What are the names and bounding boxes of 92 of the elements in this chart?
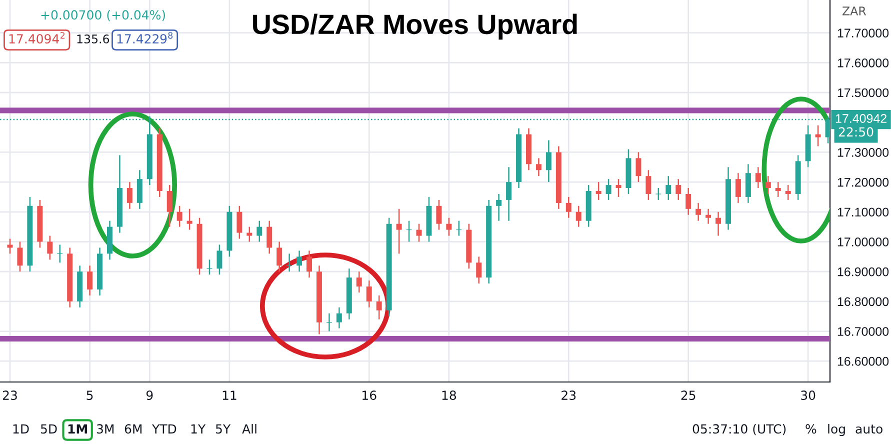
chart-title: USD/ZAR Moves Upward — [253, 14, 577, 40]
text: % — [806, 424, 816, 434]
x-tick-label: 16 — [362, 390, 376, 400]
candlestick — [7, 238, 13, 254]
text: 1Y — [191, 424, 206, 434]
candlestick — [376, 294, 382, 320]
candlestick — [676, 178, 682, 201]
candlestick — [765, 175, 771, 195]
candlestick — [735, 172, 741, 204]
candlestick — [216, 244, 222, 276]
y-tick-label: 17.70000 — [838, 28, 889, 38]
candlestick — [616, 178, 622, 198]
candlestick — [236, 205, 242, 240]
ref-line-label: 17.40942 — [836, 114, 886, 123]
y-tick-label: 16.90000 — [838, 267, 889, 276]
candlestick — [606, 178, 612, 201]
x-tick-label: 18 — [442, 390, 456, 400]
y-tick-label: 17.00000 — [838, 238, 889, 246]
candlestick — [666, 175, 672, 201]
candlestick — [416, 223, 422, 242]
y-tick-label: 17.50000 — [838, 88, 889, 98]
candlestick — [296, 250, 302, 272]
candlestick — [496, 193, 502, 222]
candlestick — [256, 220, 262, 242]
candlestick — [47, 235, 53, 260]
annotation: 17.4229$^{8}$ — [117, 32, 173, 44]
candlestick — [745, 164, 751, 204]
candlestick — [706, 208, 712, 224]
text: YTD — [152, 424, 176, 434]
candlestick — [87, 264, 93, 296]
candlestick — [336, 306, 342, 329]
text: 1M — [68, 424, 87, 434]
candlestick — [246, 226, 252, 242]
candlestick — [266, 220, 272, 254]
candlestick — [656, 187, 662, 201]
candlestick — [276, 241, 282, 272]
text: 22:50 — [838, 127, 874, 137]
candlestick — [686, 187, 692, 216]
y-tick-label: 17.10000 — [838, 208, 889, 217]
candlestick — [636, 152, 642, 183]
text: log — [828, 424, 845, 436]
candlestick — [446, 217, 452, 236]
candlestick — [536, 158, 542, 177]
text: 5Y — [216, 424, 231, 434]
annotation: 135.6 — [77, 34, 110, 44]
y-tick-label: 17.60000 — [838, 58, 889, 68]
x-tick-label: 9 — [146, 390, 153, 400]
annotation: +0.00700 (+0.04%) — [41, 10, 165, 22]
text: 3M — [96, 424, 114, 434]
candlestick — [815, 124, 821, 147]
candlestick — [306, 250, 312, 278]
annotation: 17.4094$^{2}$ — [9, 32, 64, 44]
candlestick — [166, 184, 172, 228]
candlestick — [126, 181, 132, 210]
candlestick — [646, 169, 652, 201]
x-tick-label: 11 — [222, 390, 236, 400]
text: 5D — [40, 424, 57, 434]
candlestick — [775, 181, 781, 198]
candlestick — [476, 256, 482, 284]
y-axis-title: ZAR — [842, 6, 866, 16]
candlestick — [596, 181, 602, 201]
text: All — [242, 424, 256, 434]
candlestick — [696, 202, 702, 222]
candlestick — [356, 270, 362, 294]
candlestick — [436, 199, 442, 230]
y-tick-label: 16.60000 — [838, 356, 889, 366]
y-tick-label: 17.20000 — [838, 178, 889, 187]
candlestick — [546, 140, 552, 183]
text: 1D — [13, 424, 29, 434]
x-tick-label: 5 — [86, 390, 93, 400]
text: auto — [856, 424, 882, 434]
candlestick — [186, 208, 192, 230]
y-tick-label: 16.70000 — [838, 327, 889, 336]
y-tick-label: 17.30000 — [838, 148, 889, 157]
x-tick-label: 30 — [801, 390, 816, 400]
candlestick — [716, 211, 722, 236]
candlestick — [576, 205, 582, 228]
candlestick — [176, 205, 182, 228]
candlestick — [396, 208, 402, 254]
candlestick — [506, 166, 512, 222]
candlestick — [366, 280, 372, 308]
text: 05:37:10 (UTC) — [692, 424, 786, 436]
x-tick-label: 23 — [562, 390, 576, 400]
candlestick — [755, 166, 761, 189]
candlestick — [136, 169, 142, 210]
x-tick-label: 25 — [681, 390, 696, 400]
text: 6M — [124, 424, 142, 434]
candlestick — [785, 184, 791, 201]
x-tick-label: 23 — [2, 390, 17, 400]
candlestick — [566, 196, 572, 218]
y-tick-label: 16.80000 — [838, 297, 889, 306]
candlestick — [17, 241, 23, 272]
